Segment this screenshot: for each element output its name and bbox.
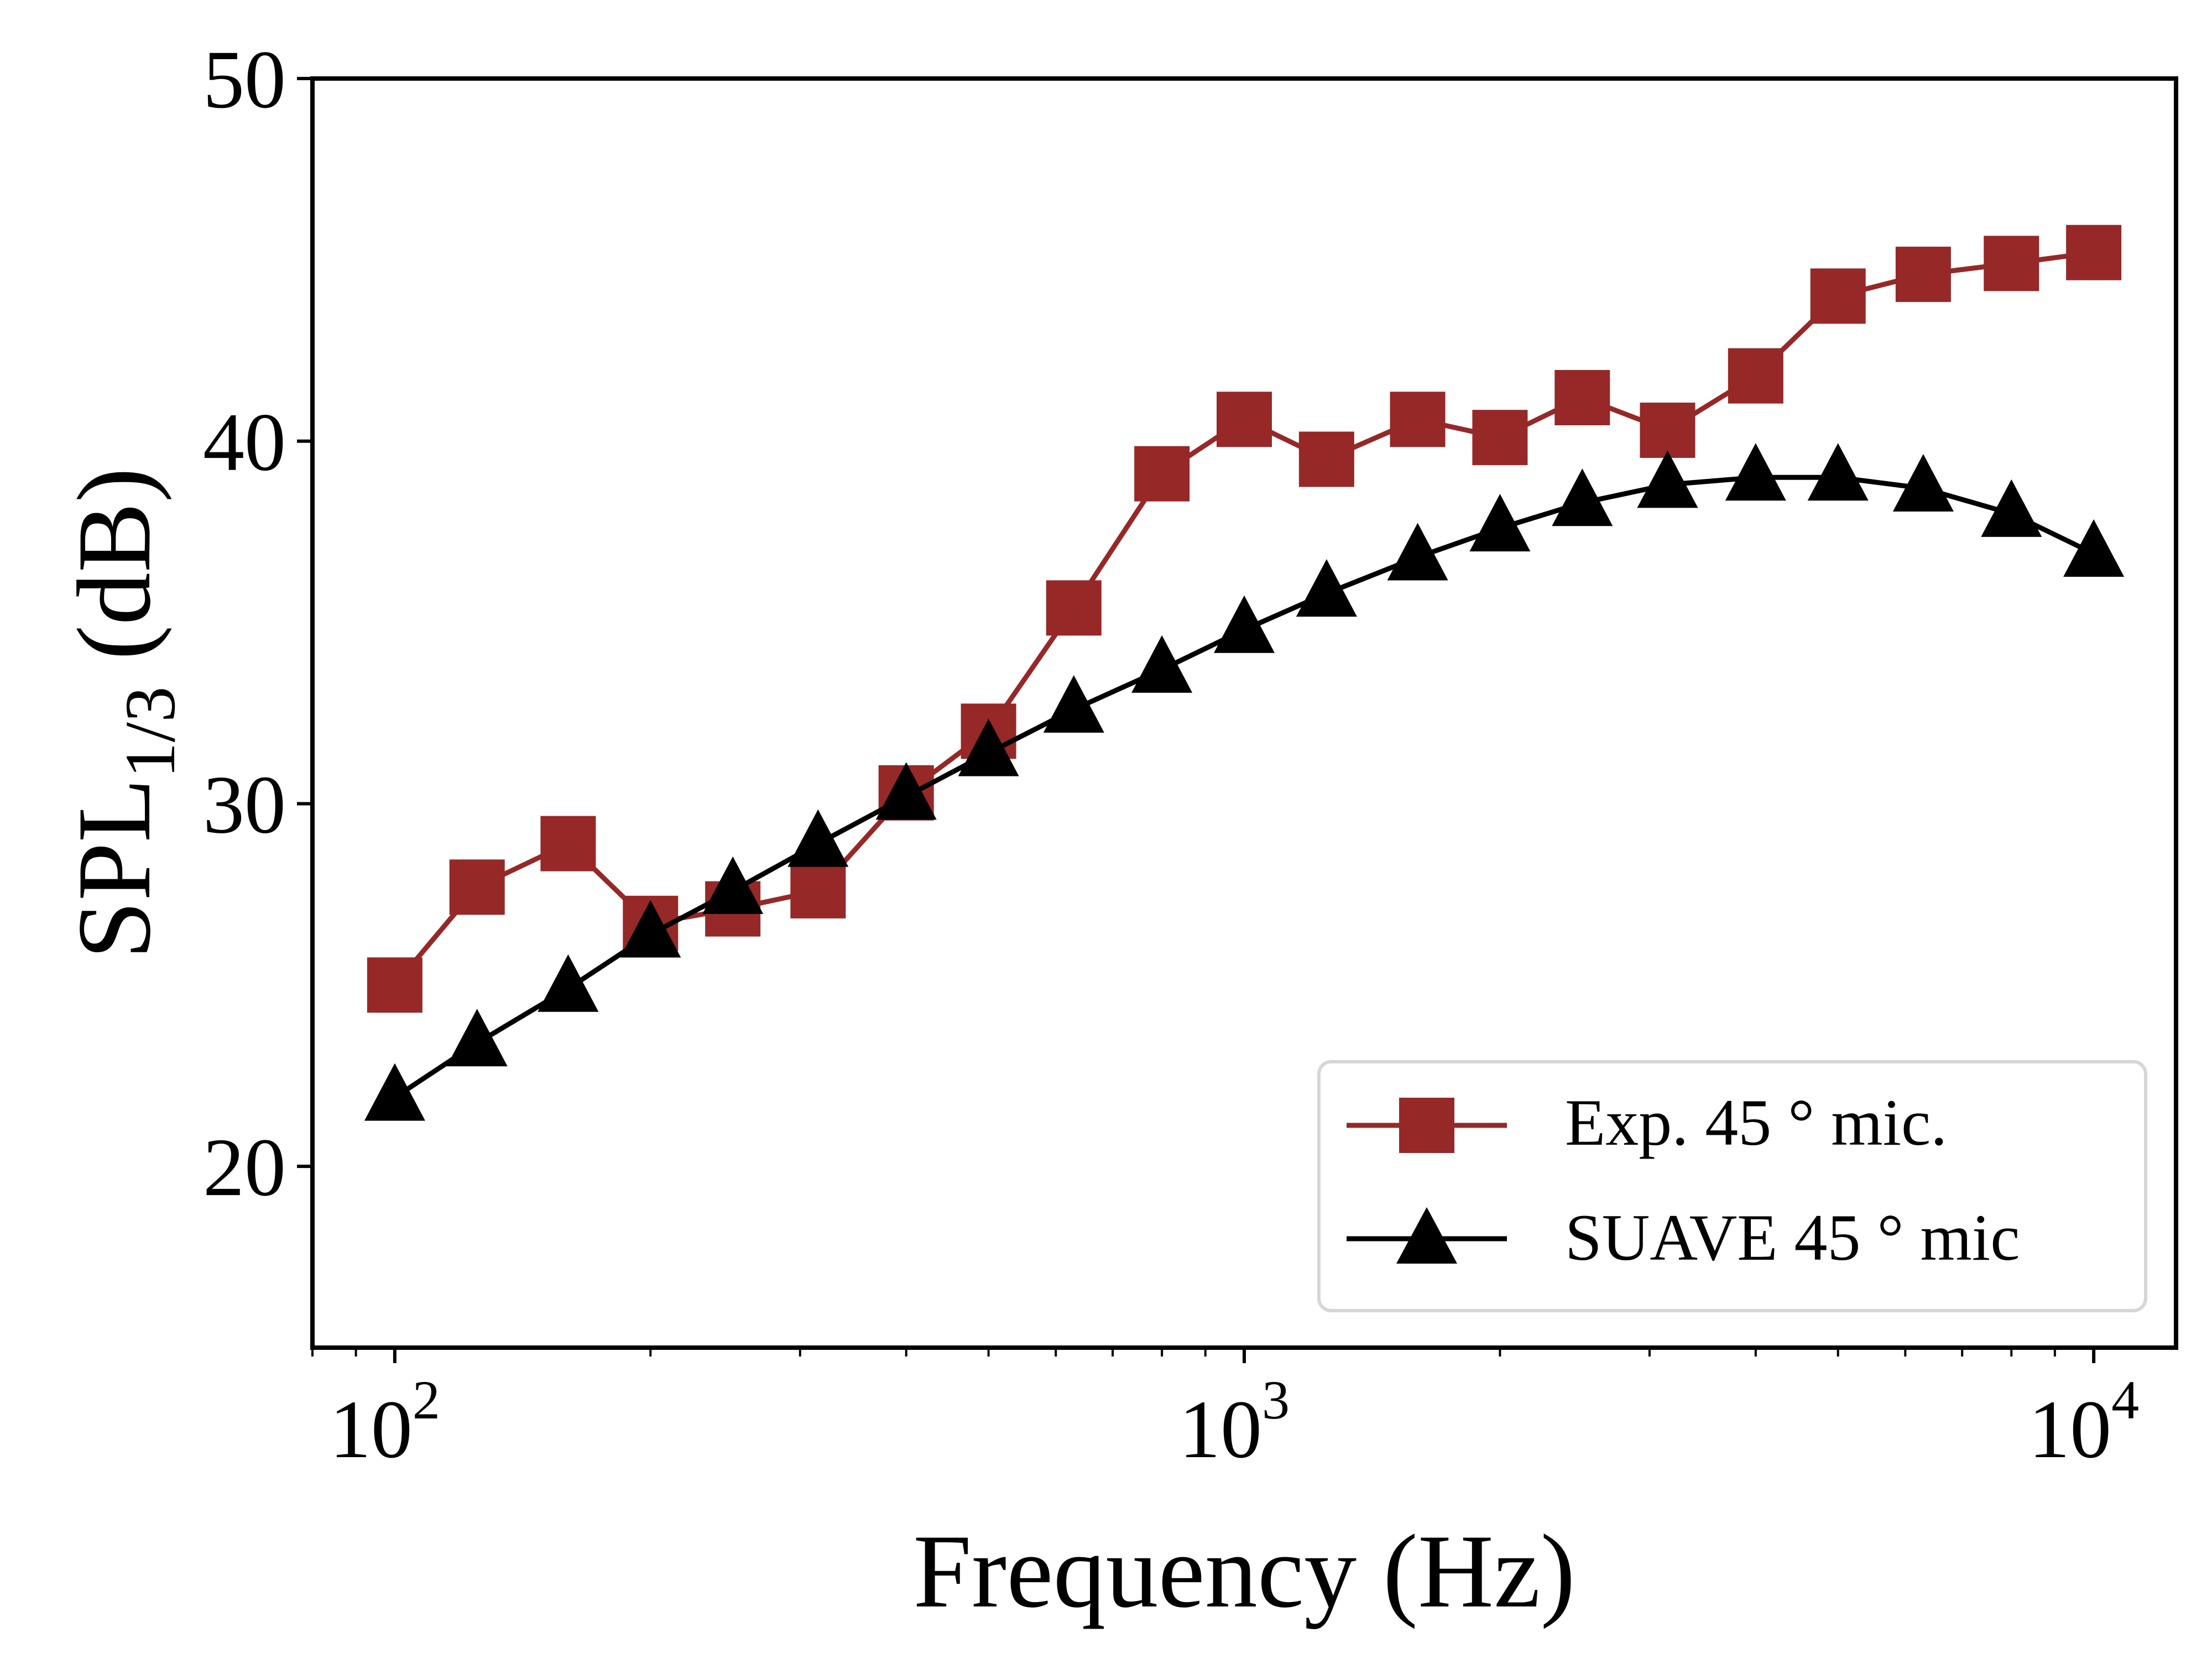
data-point-triangle [1725,443,1786,501]
data-point-square [1472,410,1528,466]
data-point-triangle [1892,454,1954,512]
data-point-square [1554,370,1610,426]
data-point-triangle [1469,494,1531,552]
data-point-square [790,863,846,919]
data-point-square [1298,431,1354,487]
data-point-triangle [364,1063,425,1121]
data-point-triangle [1552,468,1613,526]
y-axis-label-subscript: 1/3 [111,686,190,778]
legend: Exp. 45 ° mic. SUAVE 45 ° mic [1317,1060,2147,1312]
x-tick-label: 102 [330,1369,440,1475]
x-tick-label: 104 [2028,1369,2139,1475]
data-point-triangle [1043,675,1104,733]
legend-label-suave: SUAVE 45 ° mic [1565,1201,2020,1274]
y-tick-label: 40 [203,397,286,488]
data-point-triangle [702,856,764,914]
data-point-square [1810,268,1866,324]
data-point-triangle [620,900,681,958]
data-point-square [1728,348,1783,404]
data-point-triangle [1981,479,2042,537]
legend-entry-exp: Exp. 45 ° mic. [1347,1086,1947,1159]
y-tick-label: 50 [203,34,286,126]
y-axis-ticks: 20 30 40 50 [203,34,312,1213]
y-tick-label: 20 [203,1121,286,1213]
data-point-triangle [875,762,937,820]
y-axis-label-main: SPL [56,778,173,959]
data-point-triangle [1131,635,1193,693]
data-point-square [1046,580,1102,636]
x-axis-ticks: 102 103 104 [311,1348,2139,1475]
legend-entry-suave: SUAVE 45 ° mic [1347,1201,2020,1274]
legend-box [1317,1060,2147,1312]
data-point-triangle [538,954,599,1012]
x-tick-label: 103 [1179,1369,1290,1475]
x-axis-label: Frequency (Hz) [913,1514,1575,1630]
y-axis-label: SPL1/3 (dB) [56,467,190,959]
data-point-triangle [958,718,1019,776]
data-point-square [2066,225,2122,280]
series-line-1 [393,474,2095,1100]
legend-marker-square [1399,1098,1454,1153]
data-point-square [449,859,505,915]
data-point-triangle [1807,443,1869,501]
data-point-square [367,957,422,1013]
legend-label-exp: Exp. 45 ° mic. [1565,1086,1947,1159]
data-point-square [1134,446,1190,502]
data-point-triangle [446,1009,508,1067]
data-point-square [540,816,596,872]
data-point-triangle [1214,595,1275,653]
data-point-triangle [2063,519,2125,577]
data-point-square [1895,247,1951,302]
data-point-square [1640,403,1695,458]
data-point-square [1984,236,2039,291]
data-point-triangle [1387,523,1448,581]
y-tick-label: 30 [203,759,286,851]
data-point-triangle [1637,450,1698,508]
data-point-square [1217,392,1272,447]
plot-area [364,225,2125,1121]
data-point-triangle [787,809,849,867]
data-point-square [1390,392,1446,447]
y-axis-label-unit: (dB) [56,467,173,686]
legend-marker-triangle [1396,1207,1457,1264]
data-point-triangle [1296,559,1357,617]
